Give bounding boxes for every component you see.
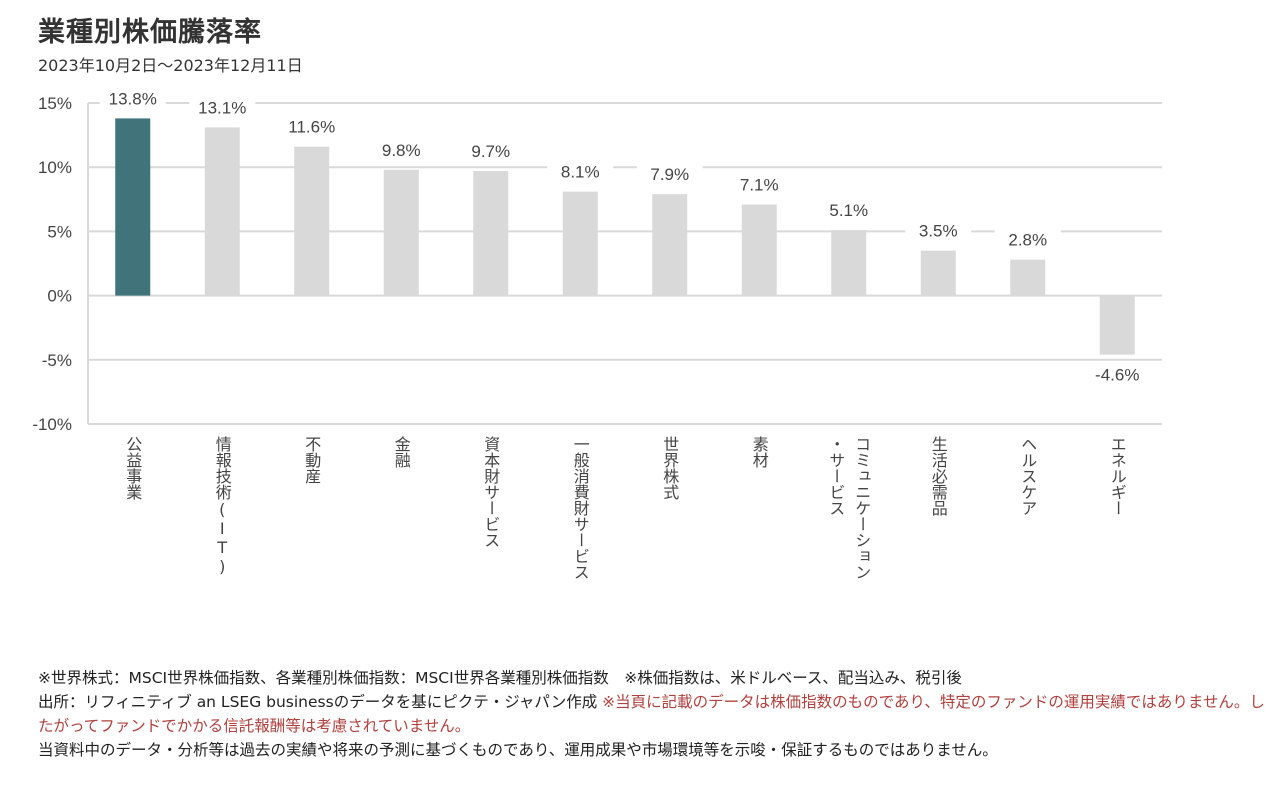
y-tick-label: -10% <box>32 415 72 434</box>
value-label: 9.7% <box>471 142 510 161</box>
footnote-disclaimer: 当資料中のデータ・分析等は過去の実績や将来の予測に基づくものであり、運用成果や市… <box>38 741 998 759</box>
bar <box>473 171 509 296</box>
value-label-bg <box>189 94 256 120</box>
value-label-bg <box>815 197 882 223</box>
bar <box>115 118 151 296</box>
category-label: 世界株式 <box>660 436 679 500</box>
value-label: 13.8% <box>109 89 157 108</box>
value-label-bg <box>99 85 166 111</box>
value-label: 8.1% <box>561 163 600 182</box>
category-label: 資本財サービス <box>481 436 500 548</box>
category-label: コミュニケーション <box>852 436 871 580</box>
footnote-source: 出所：リフィニティブ an LSEG businessのデータを基にピクテ・ジャ… <box>38 690 1273 738</box>
grid-lines <box>87 102 1162 425</box>
value-label: 7.1% <box>740 175 779 194</box>
value-label-bg <box>726 171 793 197</box>
category-label: 不動産 <box>302 436 321 484</box>
value-labels: 13.8% 13.1% 11.6% 9.8% 9.7% 8.1% 7.9% 7.1% 5.1% 3… <box>99 85 1151 387</box>
value-label-bg <box>368 136 435 162</box>
value-label: 7.9% <box>650 165 689 184</box>
y-axis-ticks: 15% 10% 5% 0% -5% -10% <box>32 94 72 434</box>
bar <box>1099 295 1135 355</box>
bar <box>383 169 419 296</box>
footnote-index-definitions: ※世界株式：MSCI世界株価指数、各業種別株価指数：MSCI世界各業種別株価指数… <box>38 669 962 687</box>
value-label-bg <box>278 113 345 139</box>
bar-chart: 15% 10% 5% 0% -5% -10% 13.8% 13.1% 11.6% 9.8% 9.7… <box>32 85 1162 580</box>
value-label-bg <box>636 161 703 187</box>
bar <box>204 127 240 296</box>
bars <box>115 118 1135 355</box>
value-label: -4.6% <box>1095 366 1139 385</box>
footnotes: ※世界株式：MSCI世界株価指数、各業種別株価指数：MSCI世界各業種別株価指数… <box>38 666 1273 762</box>
bar <box>294 146 330 296</box>
category-label: ヘルスケア <box>1018 436 1037 516</box>
value-label-bg <box>905 217 972 243</box>
bar <box>920 250 956 296</box>
category-label: 生活必需品 <box>929 436 948 516</box>
value-label: 9.8% <box>382 141 421 160</box>
value-label-bg <box>1084 361 1151 387</box>
bar <box>831 230 867 296</box>
bar <box>652 194 688 296</box>
category-label: 公益事業 <box>123 436 142 500</box>
value-label: 2.8% <box>1008 231 1047 250</box>
bar <box>741 204 777 296</box>
category-labels: 公益事業 情報技術(IT) 不動産 金融 資本財サービス 一般消費財サービス 世界株式 素材 コ… <box>123 436 1127 580</box>
y-tick-label: -5% <box>42 351 72 370</box>
disclaimer-warning: ※当頁に記載のデータは株価指数のものであり、特定のファンドの運用実績ではありませ… <box>38 693 1265 735</box>
value-label-bg <box>994 226 1061 252</box>
chart-title: 業種別株価騰落率 <box>38 17 262 48</box>
category-label: 金融 <box>392 436 411 469</box>
bar <box>562 191 598 296</box>
y-tick-label: 0% <box>47 287 72 306</box>
category-label: 一般消費財サービス <box>571 436 590 580</box>
y-tick-label: 10% <box>38 158 72 177</box>
value-label: 3.5% <box>919 222 958 241</box>
category-label: 情報技術(IT) <box>213 436 232 576</box>
chart-subtitle: 2023年10月2日〜2023年12月11日 <box>38 56 303 75</box>
source-text: 出所：リフィニティブ an LSEG businessのデータを基にピクテ・ジャ… <box>38 693 598 711</box>
value-label: 5.1% <box>829 201 868 220</box>
value-label: 11.6% <box>288 118 335 137</box>
y-tick-label: 15% <box>38 94 72 113</box>
value-label-bg <box>547 158 614 184</box>
bar <box>1010 259 1046 296</box>
value-label-bg <box>457 138 524 164</box>
category-label: ・サービス <box>826 436 845 516</box>
category-label: エネルギー <box>1108 436 1127 516</box>
value-label: 13.1% <box>198 98 246 117</box>
category-label: 素材 <box>750 436 769 468</box>
y-tick-label: 5% <box>47 222 72 241</box>
